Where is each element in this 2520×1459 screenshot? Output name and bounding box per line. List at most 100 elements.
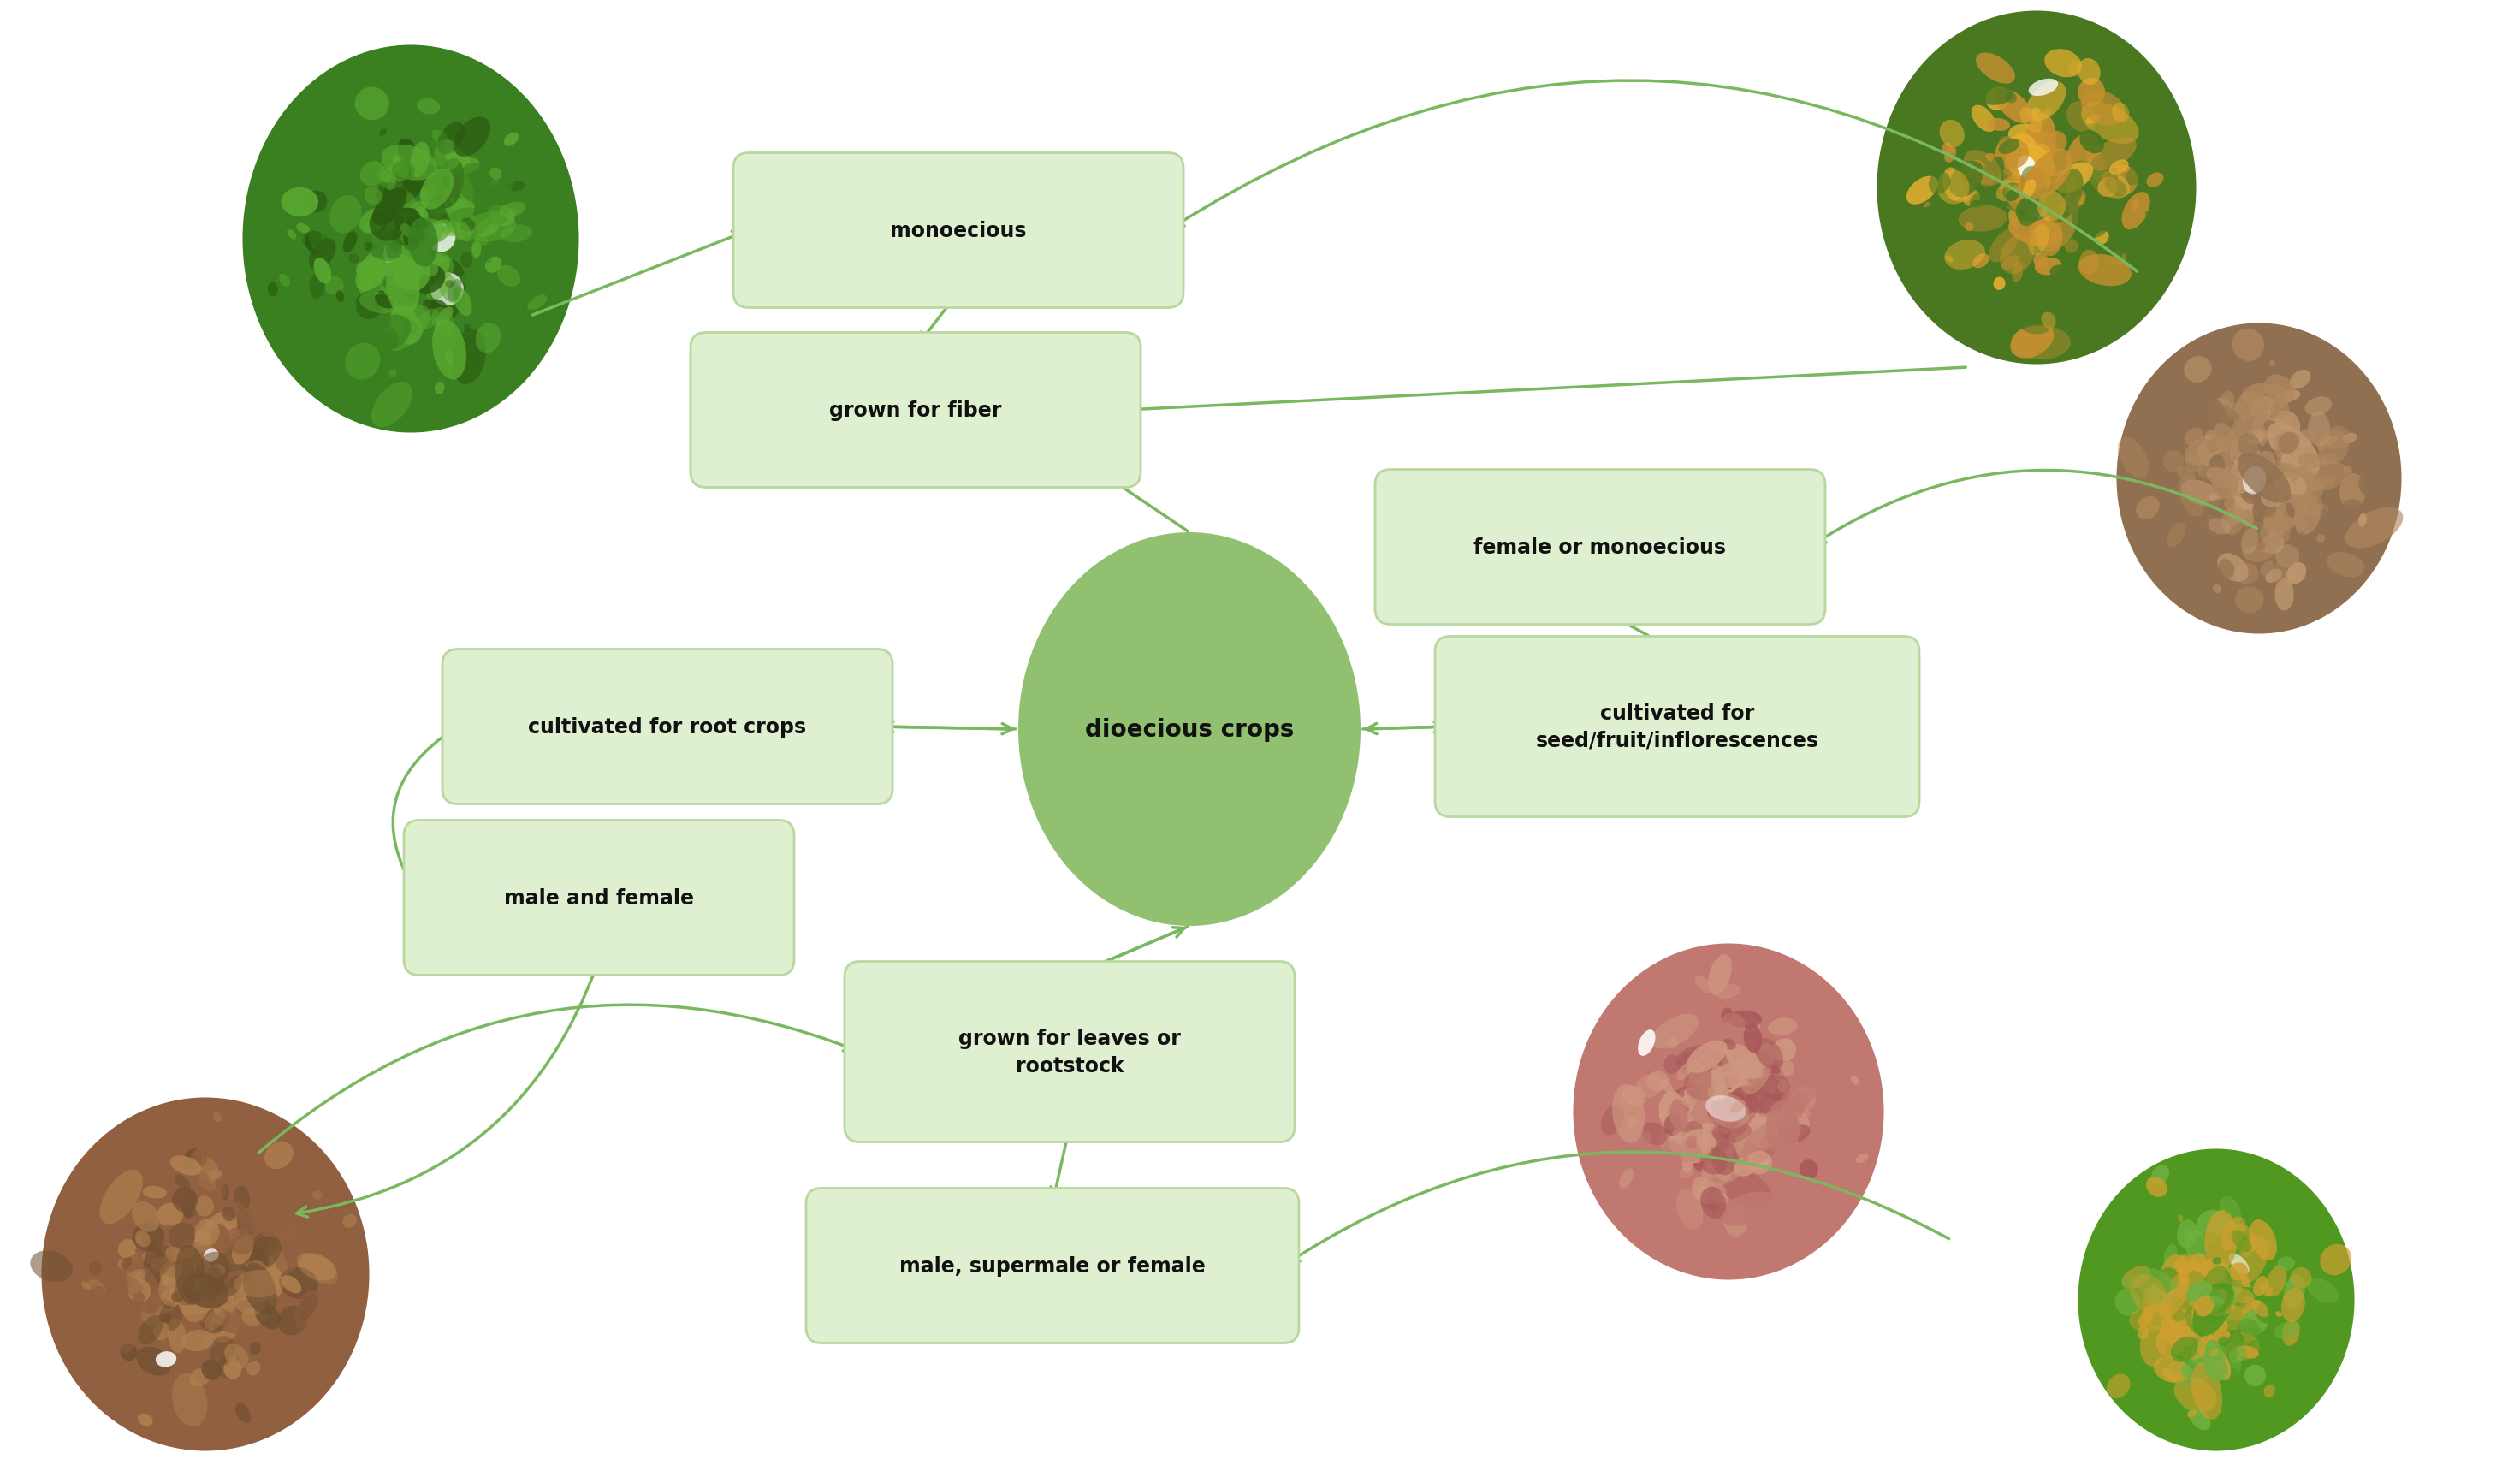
Ellipse shape [1905, 177, 1938, 206]
Ellipse shape [242, 1263, 277, 1315]
Ellipse shape [2215, 391, 2235, 422]
Ellipse shape [2008, 187, 2029, 212]
Ellipse shape [393, 232, 423, 276]
Ellipse shape [159, 1303, 181, 1331]
Ellipse shape [2044, 50, 2082, 77]
Ellipse shape [1779, 1118, 1802, 1144]
Ellipse shape [2192, 1315, 2213, 1334]
Ellipse shape [242, 1199, 247, 1207]
Ellipse shape [2210, 493, 2218, 502]
Ellipse shape [2220, 403, 2243, 419]
Ellipse shape [2344, 467, 2351, 474]
Ellipse shape [2192, 1299, 2215, 1313]
Ellipse shape [2076, 58, 2102, 86]
Ellipse shape [171, 1291, 184, 1303]
Ellipse shape [1950, 182, 1976, 203]
Ellipse shape [2248, 473, 2268, 492]
Ellipse shape [1688, 1139, 1709, 1172]
Ellipse shape [2243, 465, 2258, 477]
Ellipse shape [2240, 465, 2253, 480]
Ellipse shape [302, 232, 320, 247]
Ellipse shape [2213, 585, 2223, 594]
Ellipse shape [363, 223, 378, 235]
Ellipse shape [444, 169, 474, 228]
Ellipse shape [2210, 1296, 2223, 1303]
Ellipse shape [2031, 179, 2049, 196]
Ellipse shape [2001, 169, 2031, 197]
Ellipse shape [2271, 464, 2301, 483]
Ellipse shape [373, 232, 396, 249]
Ellipse shape [2084, 163, 2117, 190]
Ellipse shape [2210, 1348, 2218, 1357]
Ellipse shape [464, 324, 471, 333]
Ellipse shape [2170, 1300, 2187, 1329]
Ellipse shape [2205, 515, 2220, 538]
Ellipse shape [2034, 131, 2071, 177]
Ellipse shape [509, 207, 532, 223]
Ellipse shape [2202, 1259, 2230, 1282]
Ellipse shape [2293, 486, 2341, 538]
Ellipse shape [1719, 1094, 1734, 1113]
Ellipse shape [454, 118, 491, 158]
Ellipse shape [484, 152, 494, 163]
Ellipse shape [2238, 460, 2260, 479]
Ellipse shape [2218, 1336, 2230, 1347]
Ellipse shape [1963, 150, 2001, 187]
Ellipse shape [2276, 1186, 2293, 1205]
Ellipse shape [2165, 1290, 2190, 1312]
Ellipse shape [391, 220, 426, 245]
Ellipse shape [436, 252, 444, 260]
Ellipse shape [355, 88, 388, 121]
Ellipse shape [2276, 452, 2296, 471]
Ellipse shape [2200, 1342, 2210, 1357]
Ellipse shape [2182, 1300, 2197, 1325]
Ellipse shape [1668, 1090, 1678, 1103]
Ellipse shape [2265, 1265, 2288, 1299]
Ellipse shape [2064, 239, 2079, 254]
Ellipse shape [2250, 454, 2268, 468]
Ellipse shape [2331, 438, 2361, 461]
Ellipse shape [2039, 185, 2056, 196]
Ellipse shape [310, 273, 325, 299]
Ellipse shape [421, 169, 454, 210]
Ellipse shape [2233, 391, 2258, 430]
Ellipse shape [1971, 194, 1983, 209]
Ellipse shape [358, 198, 406, 226]
Ellipse shape [1769, 1018, 1797, 1036]
Ellipse shape [2192, 1296, 2208, 1309]
Ellipse shape [1714, 1142, 1734, 1158]
Ellipse shape [1714, 1113, 1726, 1121]
Ellipse shape [212, 1291, 237, 1317]
Ellipse shape [416, 209, 428, 223]
Ellipse shape [2218, 553, 2248, 582]
Ellipse shape [189, 1369, 209, 1386]
Ellipse shape [416, 99, 441, 115]
Ellipse shape [2250, 417, 2281, 439]
Ellipse shape [398, 232, 421, 255]
Ellipse shape [2185, 1231, 2197, 1243]
Ellipse shape [2276, 546, 2298, 568]
Ellipse shape [2213, 500, 2220, 508]
Ellipse shape [224, 1227, 255, 1255]
Ellipse shape [1741, 1096, 1782, 1125]
Ellipse shape [1767, 1064, 1782, 1074]
Ellipse shape [1691, 1097, 1716, 1125]
Ellipse shape [383, 233, 401, 249]
Ellipse shape [373, 226, 393, 244]
Ellipse shape [2303, 1345, 2318, 1358]
Ellipse shape [438, 238, 461, 258]
Ellipse shape [2369, 449, 2384, 464]
Ellipse shape [2235, 461, 2248, 477]
Ellipse shape [2208, 1290, 2233, 1310]
Ellipse shape [136, 1230, 151, 1247]
Ellipse shape [2079, 251, 2099, 276]
Ellipse shape [2359, 514, 2366, 527]
Ellipse shape [393, 190, 401, 197]
Ellipse shape [2263, 422, 2281, 433]
Ellipse shape [421, 232, 431, 238]
Ellipse shape [1683, 1068, 1716, 1100]
Ellipse shape [1651, 1014, 1698, 1049]
Ellipse shape [491, 178, 499, 187]
Ellipse shape [2208, 1272, 2240, 1307]
Ellipse shape [1729, 1011, 1761, 1029]
